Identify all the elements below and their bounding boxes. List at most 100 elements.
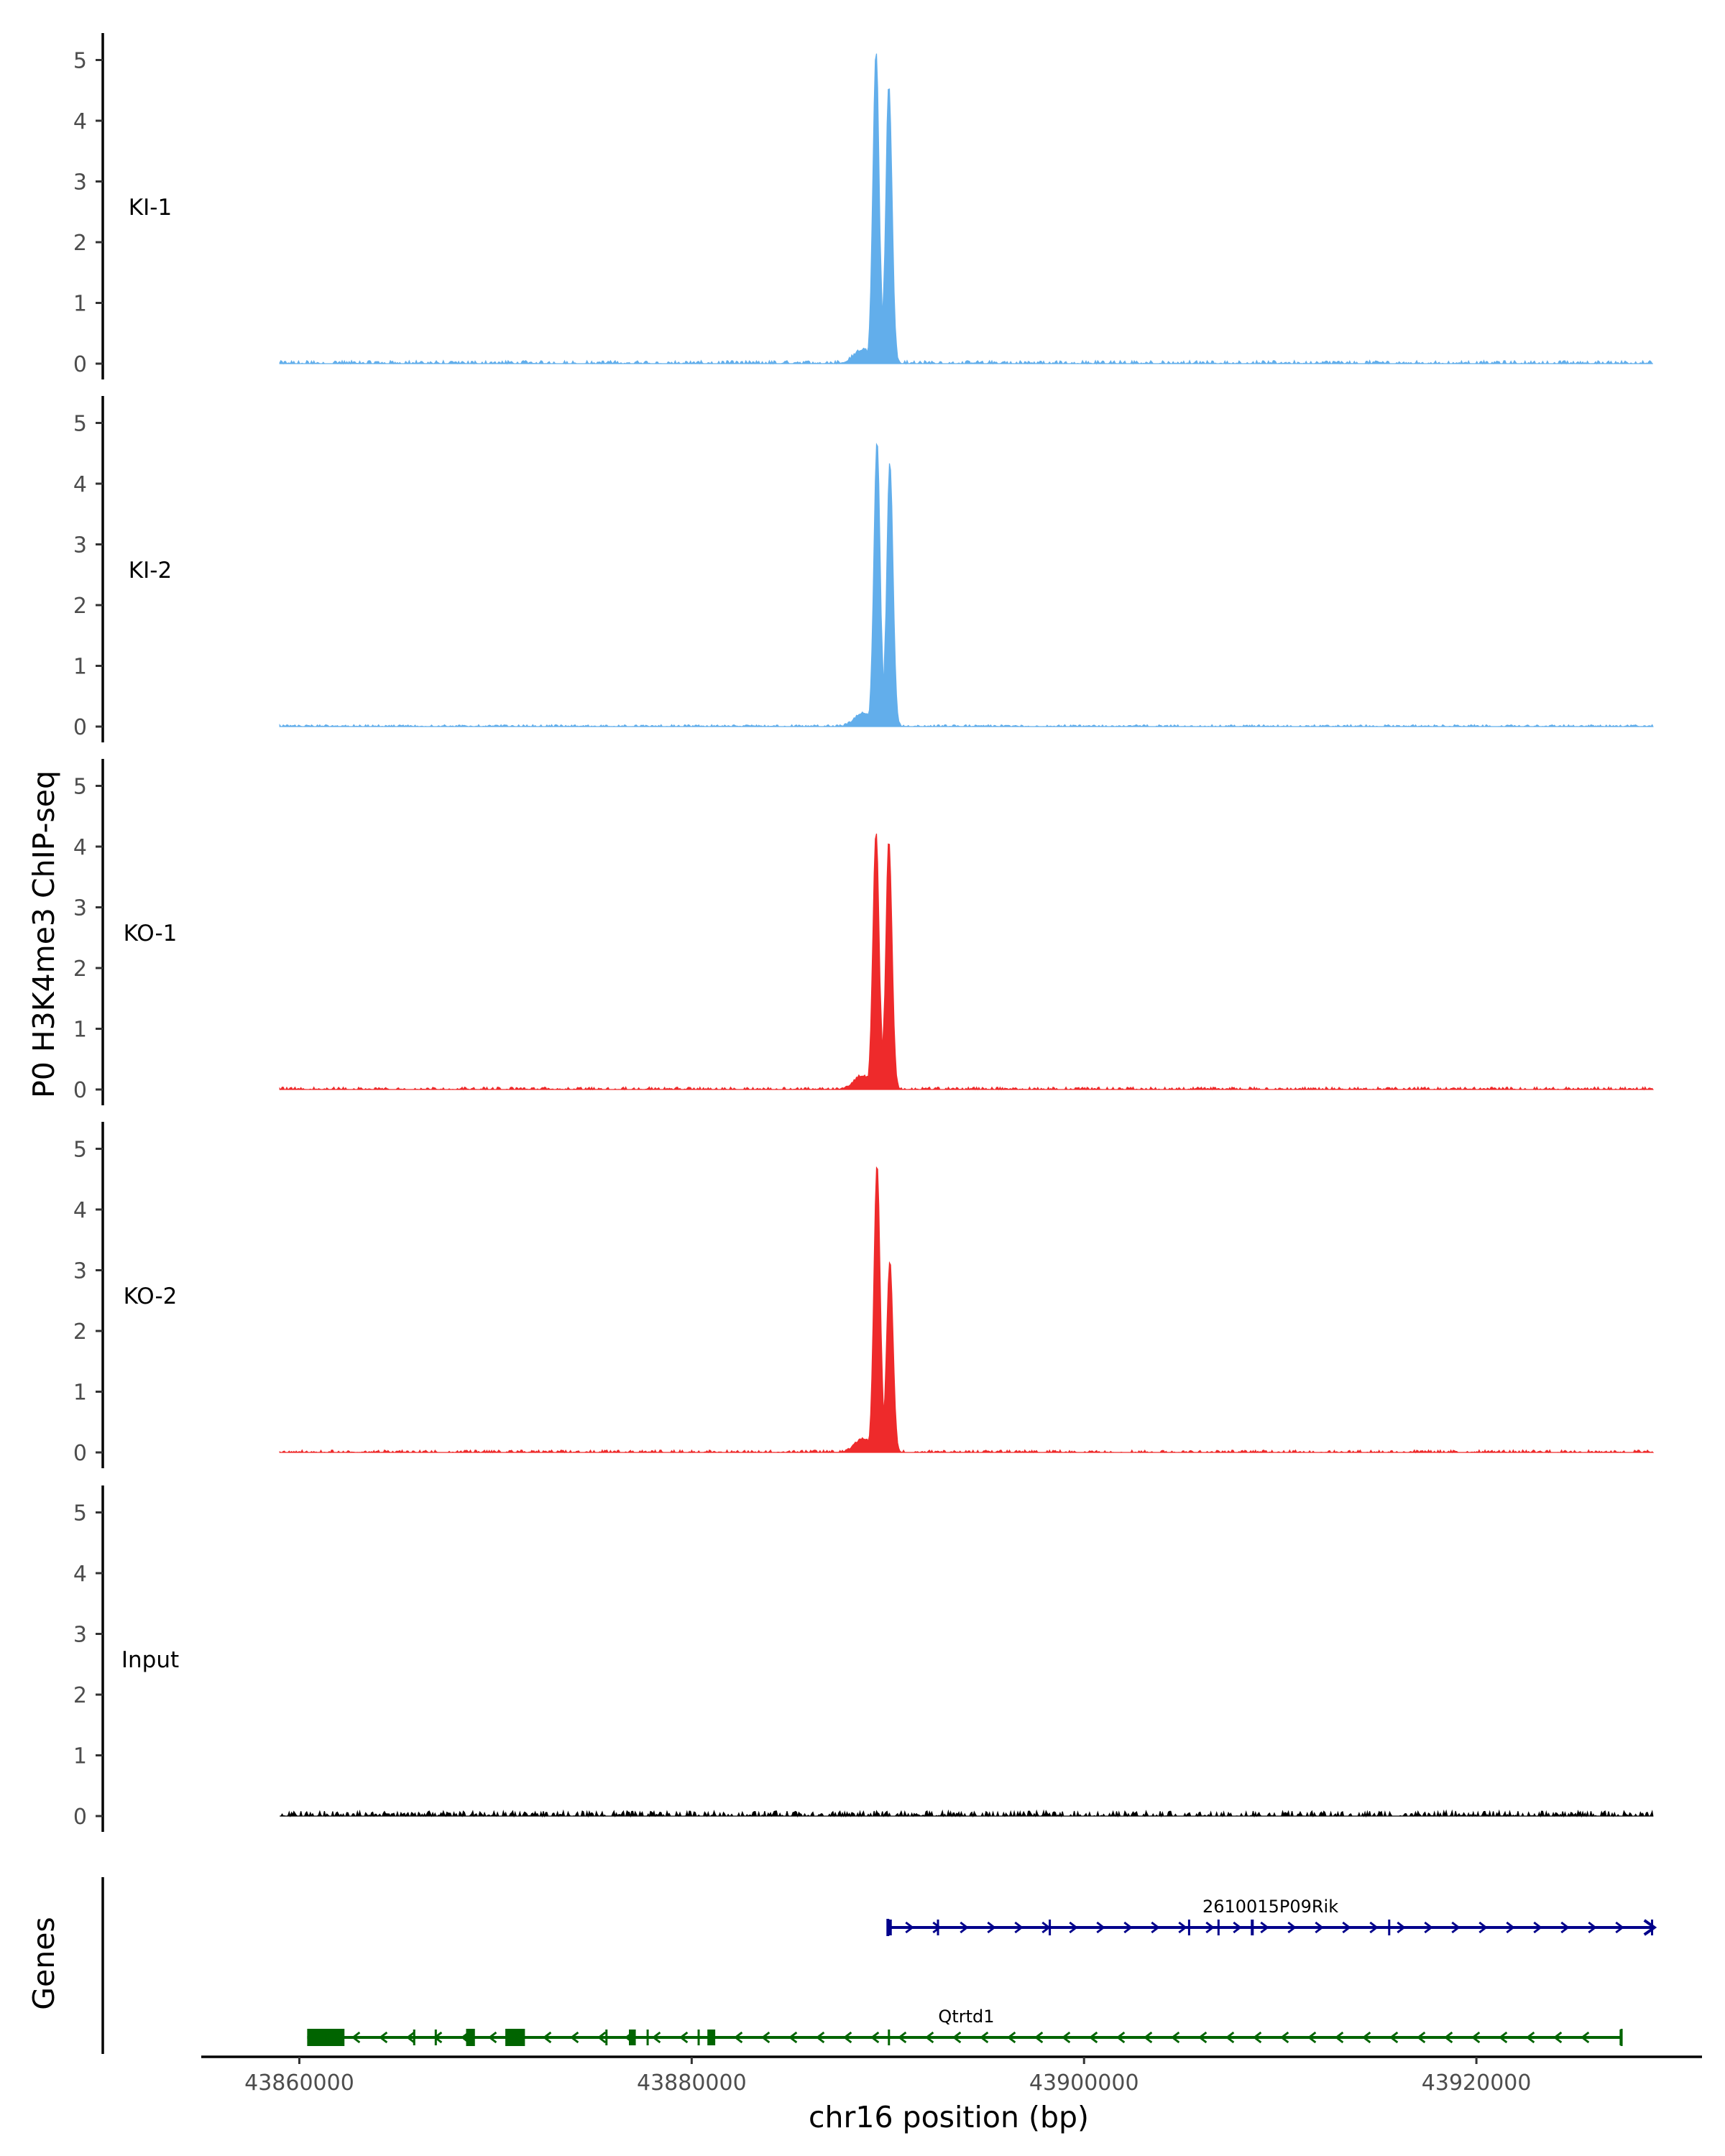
strand-arrow bbox=[1088, 2031, 1098, 2044]
strand-arrow bbox=[1342, 1921, 1351, 1934]
track-panel: 0 1 2 3 4 5 KI-2 bbox=[73, 396, 1654, 742]
strand-arrow bbox=[1014, 1921, 1024, 1934]
strand-arrow bbox=[924, 2031, 934, 2044]
gene-label: 2610015P09Rik bbox=[1202, 1897, 1338, 1917]
strand-arrow bbox=[1389, 2031, 1399, 2044]
strand-arrow bbox=[678, 2031, 689, 2044]
strand-arrow bbox=[1252, 2031, 1262, 2044]
x-tick-label: 43860000 bbox=[244, 2070, 354, 2096]
strand-arrow bbox=[1615, 1921, 1624, 1934]
strand-arrow bbox=[1287, 1921, 1297, 1934]
strand-arrow bbox=[1307, 2031, 1317, 2044]
strand-arrow bbox=[323, 2031, 334, 2044]
strand-arrow bbox=[1178, 1921, 1187, 1934]
strand-arrow bbox=[1006, 2031, 1016, 2044]
exon-block bbox=[697, 2030, 700, 2045]
y-tick-label: 0 bbox=[73, 715, 87, 740]
x-tick-label: 43880000 bbox=[637, 2070, 747, 2096]
gene-model: 2610015P09Rik bbox=[886, 1897, 1657, 1936]
exon-block bbox=[1217, 1920, 1220, 1935]
strand-arrow bbox=[788, 2031, 798, 2044]
strand-arrow bbox=[1260, 1921, 1269, 1934]
strand-arrow bbox=[1151, 1921, 1160, 1934]
gene-annotation-panel: 2610015P09Rik Qtrtd1 bbox=[101, 1877, 1657, 2054]
y-tick-label: 2 bbox=[73, 957, 87, 982]
track-panel: 0 1 2 3 4 5 KO-2 bbox=[73, 1122, 1655, 1468]
exon-block bbox=[1388, 1920, 1391, 1935]
y-tick-label: 1 bbox=[73, 1381, 87, 1406]
strand-arrow bbox=[870, 2031, 880, 2044]
exon-block bbox=[629, 2030, 636, 2045]
genes-axis-title: Genes bbox=[27, 1917, 61, 2010]
strand-arrow bbox=[979, 2031, 989, 2044]
x-axis: 43860000 43880000 43900000 43920000 bbox=[201, 2055, 1702, 2096]
y-tick-label: 1 bbox=[73, 1744, 87, 1769]
strand-arrow bbox=[1334, 2031, 1344, 2044]
strand-arrow bbox=[1197, 2031, 1208, 2044]
strand-arrow bbox=[1478, 1921, 1488, 1934]
track-panel: 0 1 2 3 4 5 Input bbox=[73, 1485, 1654, 1832]
y-tick-label: 1 bbox=[73, 655, 87, 680]
strand-arrow bbox=[987, 1921, 996, 1934]
strand-arrow bbox=[1525, 2031, 1535, 2044]
strand-arrow bbox=[1588, 1921, 1597, 1934]
y-tick-label: 4 bbox=[73, 1198, 87, 1223]
y-tick-label: 1 bbox=[73, 292, 87, 317]
y-axis-title: P0 H3K4me3 ChIP-seq bbox=[27, 770, 61, 1098]
exon-block bbox=[1251, 1920, 1254, 1935]
y-tick-label: 5 bbox=[73, 49, 87, 74]
y-tick-label: 5 bbox=[73, 412, 87, 437]
exon-block bbox=[888, 2030, 891, 2045]
strand-arrow bbox=[1361, 2031, 1371, 2044]
strand-arrow bbox=[1225, 2031, 1235, 2044]
y-tick-label: 1 bbox=[73, 1018, 87, 1043]
y-tick-label: 0 bbox=[73, 1805, 87, 1830]
exon-block bbox=[605, 2030, 608, 2045]
strand-arrow bbox=[1397, 1921, 1406, 1934]
x-tick-label: 43920000 bbox=[1422, 2070, 1532, 2096]
signal-area bbox=[279, 443, 1654, 728]
strand-arrow bbox=[597, 2031, 607, 2044]
strand-arrow bbox=[905, 1921, 914, 1934]
track-label: KI-1 bbox=[129, 195, 172, 221]
strand-arrow bbox=[542, 2031, 552, 2044]
strand-arrow bbox=[460, 2031, 470, 2044]
signal-tracks: 0 1 2 3 4 5 KI-1 0 1 2 3 4 5 KI-2 0 1 2 3 4 5 KO-1 0 1 2 3 4 5 KO-2… bbox=[73, 33, 1655, 1832]
strand-arrow bbox=[487, 2031, 497, 2044]
strand-arrow bbox=[1471, 2031, 1481, 2044]
track-panel: 0 1 2 3 4 5 KI-1 bbox=[73, 33, 1653, 379]
track-label: Input bbox=[121, 1647, 179, 1673]
exon-block bbox=[707, 2030, 716, 2045]
strand-arrow bbox=[405, 2031, 415, 2044]
y-tick-label: 3 bbox=[73, 1259, 87, 1284]
x-axis-title: chr16 position (bp) bbox=[809, 2100, 1089, 2134]
y-tick-label: 3 bbox=[73, 170, 87, 195]
y-tick-label: 0 bbox=[73, 1441, 87, 1466]
gene-end-arrow bbox=[1643, 1919, 1657, 1936]
strand-arrow bbox=[1041, 1921, 1051, 1934]
strand-arrow bbox=[515, 2031, 525, 2044]
strand-arrow bbox=[706, 2031, 716, 2044]
y-tick-label: 4 bbox=[73, 1562, 87, 1587]
strand-arrow bbox=[1315, 1921, 1324, 1934]
strand-arrow bbox=[1279, 2031, 1289, 2044]
strand-arrow bbox=[1233, 1921, 1242, 1934]
y-tick-label: 3 bbox=[73, 896, 87, 921]
strand-arrow bbox=[651, 2031, 661, 2044]
signal-area bbox=[279, 833, 1654, 1091]
strand-arrow bbox=[1116, 2031, 1126, 2044]
exon-block bbox=[1187, 1920, 1190, 1935]
y-tick-label: 4 bbox=[73, 109, 87, 134]
track-label: KO-2 bbox=[124, 1284, 178, 1309]
exon-block bbox=[505, 2029, 525, 2046]
strand-arrow bbox=[1096, 1921, 1105, 1934]
strand-arrow bbox=[952, 2031, 962, 2044]
track-label: KI-2 bbox=[129, 558, 172, 584]
strand-arrow bbox=[433, 2031, 443, 2044]
gene-model: Qtrtd1 bbox=[307, 2007, 1623, 2046]
y-tick-label: 4 bbox=[73, 472, 87, 497]
strand-arrow bbox=[1451, 1921, 1460, 1934]
strand-arrow bbox=[1498, 2031, 1508, 2044]
y-tick-label: 4 bbox=[73, 835, 87, 860]
